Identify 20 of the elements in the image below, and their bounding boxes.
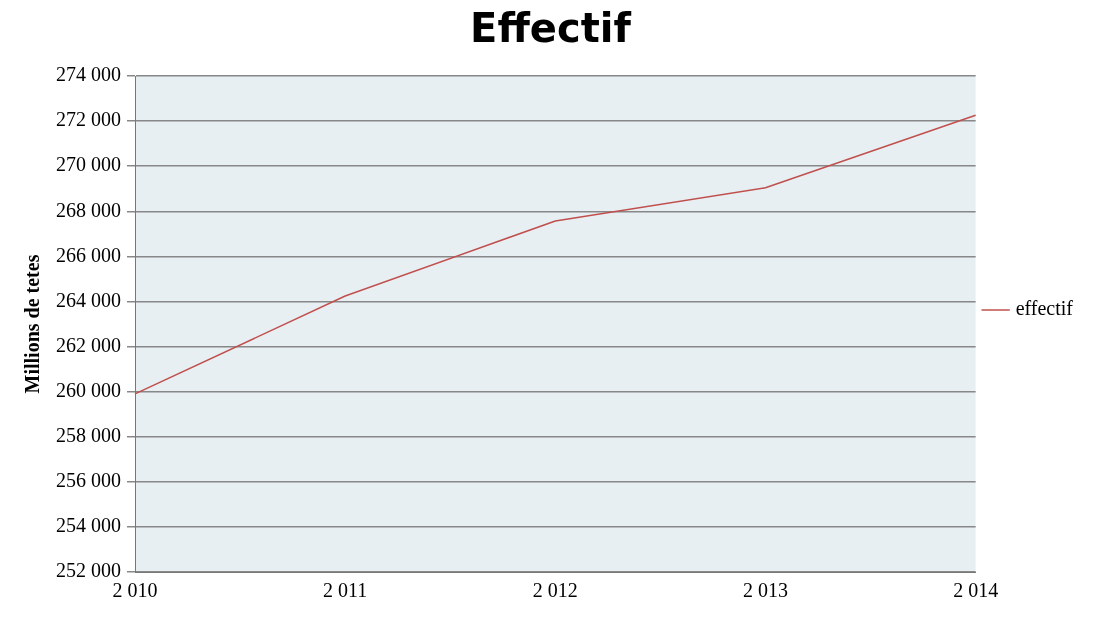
legend-label: effectif — [1015, 297, 1074, 320]
x-tick-label: 2 010 — [112, 579, 158, 602]
x-tick-label: 2 011 — [323, 579, 368, 602]
x-tick-label: 2 013 — [742, 579, 788, 602]
y-tick-label: 270 000 — [56, 153, 121, 176]
y-tick-label: 254 000 — [56, 514, 121, 537]
x-tick-label: 2 014 — [953, 579, 999, 602]
y-axis-title: Millions de tetes — [21, 254, 44, 394]
y-tick-label: 272 000 — [56, 108, 121, 131]
y-tick-label: 274 000 — [56, 63, 121, 86]
y-tick-label: 268 000 — [56, 198, 121, 221]
y-tick-label: 266 000 — [56, 243, 121, 266]
chart-title: Effectif — [470, 5, 632, 52]
y-tick-label: 264 000 — [56, 288, 121, 311]
y-tick-label: 260 000 — [56, 378, 121, 401]
y-tick-label: 258 000 — [56, 423, 121, 446]
y-tick-label: 256 000 — [56, 469, 121, 492]
y-tick-label: 252 000 — [56, 559, 121, 582]
y-tick-label: 262 000 — [56, 333, 121, 356]
x-tick-label: 2 012 — [532, 579, 578, 602]
